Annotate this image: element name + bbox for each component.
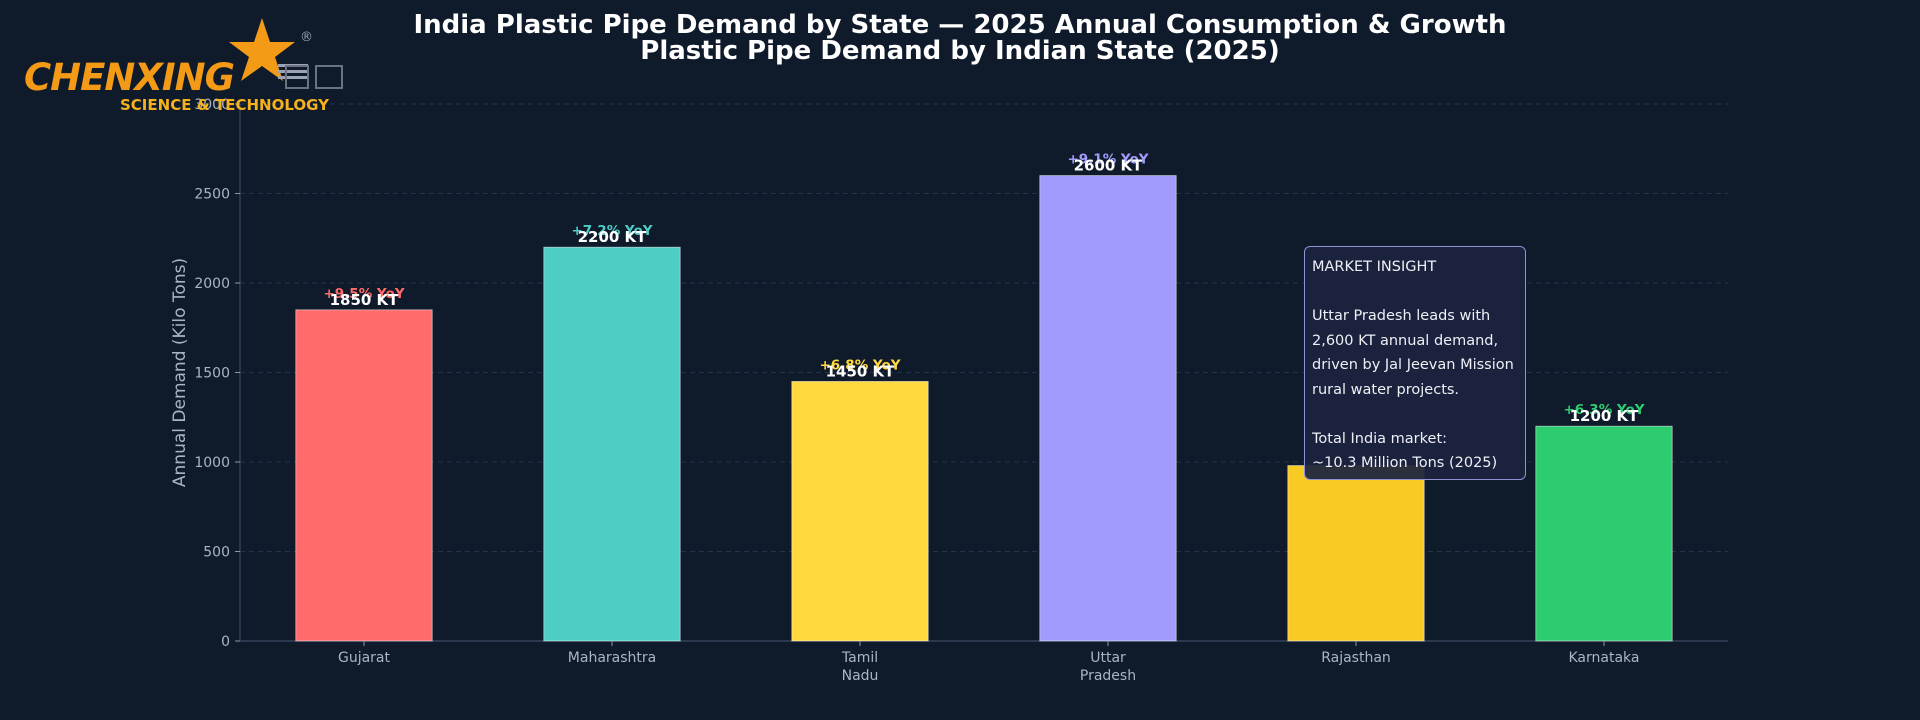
data-label: 1200 KT <box>1570 407 1640 425</box>
logo-brand-text: CHENXING <box>24 56 235 99</box>
bar <box>1287 465 1425 642</box>
y-tick-label: 1000 <box>194 455 230 471</box>
y-tick-label: 2000 <box>194 276 230 292</box>
insight-line: Uttar Pradesh leads with <box>1312 308 1491 324</box>
logo-tagline: SCIENCE & TECHNOLOGY <box>120 96 329 114</box>
insight-total-line: ~10.3 Million Tons (2025) <box>1312 455 1498 471</box>
growth-label: +6.3% YoY <box>1563 402 1644 418</box>
data-label: 2200 KT <box>578 228 648 246</box>
bar <box>1535 425 1673 642</box>
growth-label: +9.5% YoY <box>323 286 404 302</box>
x-tick-label: Tamil <box>841 650 878 666</box>
data-label: 1850 KT <box>330 291 400 309</box>
x-tick-label: Karnataka <box>1569 650 1640 666</box>
chart-subtitle: Plastic Pipe Demand by Indian State (202… <box>640 36 1280 66</box>
bar <box>295 309 433 642</box>
insight-line: 2,600 KT annual demand, <box>1312 332 1499 349</box>
x-tick-label: Rajasthan <box>1321 650 1391 666</box>
y-tick-label: 2500 <box>194 187 230 203</box>
bar <box>543 246 681 642</box>
x-tick-label: Gujarat <box>338 650 391 666</box>
y-tick-label: 500 <box>203 545 230 561</box>
insight-line: rural water projects. <box>1312 381 1460 398</box>
growth-label: +9.1% YoY <box>1067 152 1148 168</box>
growth-label: +6.8% YoY <box>819 357 900 373</box>
chart-title: India Plastic Pipe Demand by State — 202… <box>413 10 1507 40</box>
insight-line: driven by Jal Jeevan Mission <box>1312 357 1514 373</box>
growth-label: +7.2% YoY <box>571 223 652 239</box>
x-tick-label: Uttar <box>1090 650 1126 666</box>
y-axis-label: Annual Demand (Kilo Tons) <box>170 258 190 487</box>
insight-heading: MARKET INSIGHT <box>1312 259 1437 275</box>
registered-mark: ® <box>300 30 313 45</box>
data-label: 1450 KT <box>826 362 896 380</box>
x-tick-label: Maharashtra <box>568 650 656 666</box>
star-emblem-icon <box>229 18 343 89</box>
bar <box>791 381 929 642</box>
insight-total-line: Total India market: <box>1312 430 1448 447</box>
x-tick-label: Nadu <box>842 668 879 684</box>
y-tick-label: 1500 <box>194 366 230 382</box>
x-tick-label: Pradesh <box>1080 668 1136 684</box>
bar <box>1039 175 1177 642</box>
market-insight-box: MARKET INSIGHT Uttar Pradesh leads with … <box>1304 246 1526 480</box>
company-logo: ® CHENXING SCIENCE & TECHNOLOGY <box>20 16 350 116</box>
y-tick-label: 0 <box>221 634 230 650</box>
data-label: 2600 KT <box>1074 157 1144 175</box>
y-tick-label: 3000 <box>194 97 230 113</box>
